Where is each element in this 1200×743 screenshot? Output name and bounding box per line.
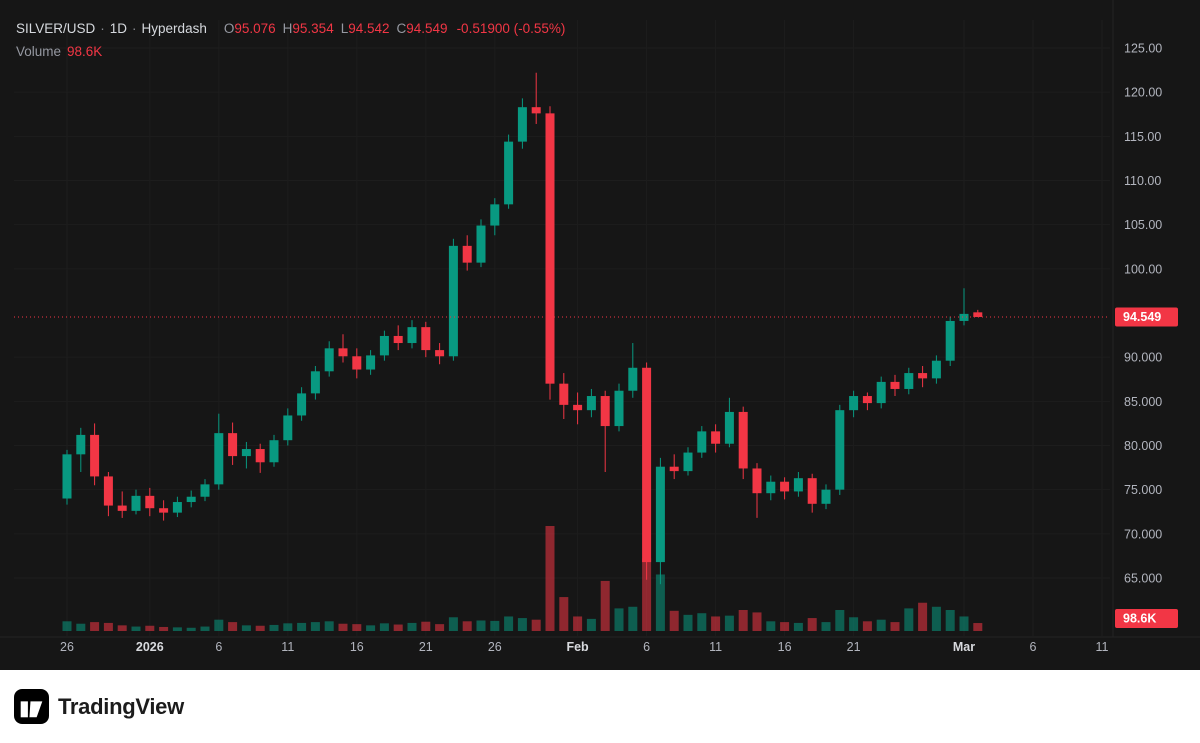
svg-text:6: 6 [215,640,222,654]
exchange-label: Hyperdash [141,21,207,36]
svg-text:115.00: 115.00 [1124,130,1161,144]
svg-text:90.000: 90.000 [1124,351,1162,365]
chart-region: 125.00 120.00 115.00 110.00 105.00 100.00 90.0… [0,0,1200,670]
open-label: O [223,21,235,36]
svg-text:11: 11 [1096,640,1109,654]
svg-text:11: 11 [709,640,722,654]
price-chip: 94.549 [1115,307,1178,327]
symbol-title[interactable]: SILVER/USD [16,21,96,36]
symbol-row: SILVER/USD · 1D · Hyperdash O95.076 H95.354 L94… [16,22,565,36]
close-label: C [396,21,407,36]
svg-text:125.00: 125.00 [1124,42,1162,56]
volume-label[interactable]: Volume [16,43,62,59]
chart-legend: SILVER/USD · 1D · Hyperdash O95.076 H95.354 L94… [16,22,565,67]
svg-text:65.000: 65.000 [1124,571,1162,585]
grid-layer [0,0,1200,638]
tradingview-logo-icon[interactable] [14,689,49,724]
open-value: 95.076 [234,21,276,36]
price-chart-canvas[interactable]: 125.00 120.00 115.00 110.00 105.00 100.00 90.0… [0,0,1200,670]
volume-layer [62,526,983,631]
svg-text:105.00: 105.00 [1124,218,1162,232]
volume-chip: 98.6K [1115,609,1178,628]
svg-text:75.000: 75.000 [1124,483,1162,497]
candles-layer [62,72,983,585]
svg-text:6: 6 [1030,640,1037,654]
legend-separator: · [100,21,105,36]
svg-text:110.00: 110.00 [1124,174,1161,188]
svg-text:11: 11 [281,640,294,654]
svg-text:Feb: Feb [566,640,589,654]
time-axis[interactable]: 26 2026 6 11 16 21 26 Feb 6 11 16 21 Mar 6 11 [60,640,1108,654]
price-axis[interactable]: 125.00 120.00 115.00 110.00 105.00 100.00 90.0… [1124,42,1162,586]
change-value: -0.51900 (-0.55%) [456,21,566,36]
svg-text:2026: 2026 [136,640,164,654]
high-value: 95.354 [292,21,334,36]
svg-text:85.000: 85.000 [1124,395,1162,409]
svg-text:Mar: Mar [953,640,975,654]
svg-text:100.00: 100.00 [1124,262,1162,276]
interval-label[interactable]: 1D [109,21,128,36]
svg-text:21: 21 [419,640,433,654]
high-label: H [282,21,293,36]
volume-row: Volume 98.6K [16,43,565,59]
volume-value: 98.6K [67,43,103,59]
svg-text:21: 21 [847,640,861,654]
svg-text:16: 16 [778,640,792,654]
svg-text:98.6K: 98.6K [1123,612,1156,626]
low-value: 94.542 [348,21,390,36]
tradingview-footer: TradingView [0,670,1200,743]
svg-text:70.000: 70.000 [1124,527,1162,541]
close-value: 94.549 [406,21,448,36]
svg-text:94.549: 94.549 [1123,310,1161,324]
svg-text:26: 26 [488,640,502,654]
svg-text:26: 26 [60,640,74,654]
svg-text:16: 16 [350,640,364,654]
low-label: L [340,21,349,36]
svg-text:120.00: 120.00 [1124,86,1162,100]
legend-separator: · [132,21,137,36]
ohlc-values: O95.076 H95.354 L94.542 C94.549 [217,21,448,36]
svg-text:6: 6 [643,640,650,654]
svg-text:80.000: 80.000 [1124,439,1162,453]
tradingview-brand-link[interactable]: TradingView [58,693,184,719]
